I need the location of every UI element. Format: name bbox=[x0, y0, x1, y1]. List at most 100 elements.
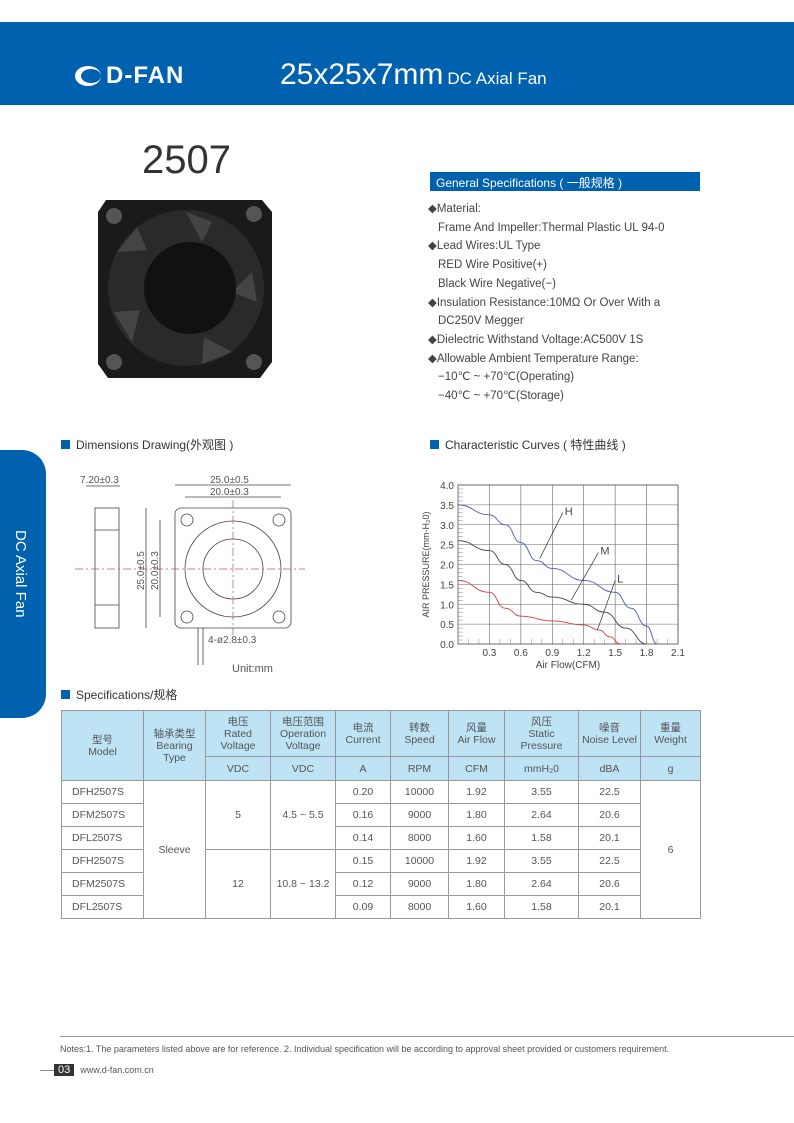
unit-cell: A bbox=[335, 756, 391, 781]
x-axis-label: Air Flow(CFM) bbox=[536, 660, 600, 671]
hole-diameter-label: 4-ø2.8±0.3 bbox=[208, 635, 257, 646]
column-header-text: Pressure bbox=[520, 739, 563, 752]
column-header-text: 电压范围 bbox=[282, 715, 324, 728]
model-cell: DFH2507S bbox=[61, 780, 144, 804]
column-header-text: Model bbox=[88, 745, 117, 758]
general-specifications-heading: General Specifications ( 一般规格 ) bbox=[430, 172, 700, 191]
column-header-text: 风压 bbox=[531, 715, 552, 728]
x-tick-label: 2.1 bbox=[671, 648, 685, 659]
spec-line: −10℃ ~ +70℃(Operating) bbox=[438, 371, 575, 384]
value-cell: 20.1 bbox=[578, 895, 641, 919]
spec-line: DC250V Megger bbox=[438, 315, 524, 328]
bullet-square-icon bbox=[430, 440, 439, 449]
value-cell: 1.80 bbox=[448, 803, 505, 827]
title-type: DC Axial Fan bbox=[447, 69, 547, 88]
column-header: 电流 Current bbox=[335, 710, 391, 757]
column-header: 风压 Static Pressure bbox=[504, 710, 579, 757]
specs-heading-text: Specifications/规格 bbox=[76, 688, 178, 702]
spec-line: RED Wire Positive(+) bbox=[438, 259, 547, 272]
dimensions-drawing: 7.20±0.3 25.0±0.5 20.0±0.3 25.0±0.5 20.0… bbox=[75, 475, 305, 675]
column-header-text: Static bbox=[528, 727, 555, 740]
value-cell: 1.92 bbox=[448, 780, 505, 804]
column-header-text: 型号 bbox=[92, 733, 113, 746]
y-tick-label: 3.0 bbox=[440, 521, 454, 532]
column-header-text: Speed bbox=[404, 733, 435, 746]
value-cell: 0.12 bbox=[335, 872, 391, 896]
side-tab: DC Axial Fan bbox=[0, 450, 46, 718]
unit-cell: RPM bbox=[390, 756, 449, 781]
x-tick-label: 0.9 bbox=[545, 648, 559, 659]
value-cell: 2.64 bbox=[504, 803, 579, 827]
value-cell: 0.15 bbox=[335, 849, 391, 873]
bearing-cell: Sleeve bbox=[143, 780, 206, 919]
annotation-arrow bbox=[570, 552, 599, 601]
column-header-text: 电压 bbox=[227, 715, 249, 728]
specifications-table: 型号 Model 轴承类型 Bearing Type 电压 Rated Voltage 电压范围… bbox=[61, 710, 701, 919]
curves-heading-text: Characteristic Curves ( 特性曲线 ) bbox=[445, 438, 626, 452]
model-cell: DFM2507S bbox=[61, 803, 144, 827]
model-number: 2507 bbox=[142, 138, 231, 182]
fan-photo bbox=[98, 200, 272, 378]
table-row: DFM2507S 0.16 9000 1.80 2.64 20.6 bbox=[61, 803, 701, 827]
value-cell: 22.5 bbox=[578, 849, 641, 873]
logo-swoosh-icon bbox=[75, 66, 101, 86]
series-label: L bbox=[617, 573, 623, 585]
hole-height-label: 20.0±0.3 bbox=[150, 551, 161, 590]
value-cell: 0.09 bbox=[335, 895, 391, 919]
spec-line: ◆Material: bbox=[428, 203, 481, 215]
value-cell: 8000 bbox=[390, 895, 449, 919]
value-cell: 22.5 bbox=[578, 780, 641, 804]
annotation-arrow bbox=[597, 580, 616, 631]
specs-heading: Specifications/规格 bbox=[61, 686, 177, 703]
value-cell: 20.6 bbox=[578, 803, 641, 827]
header-banner: D-FAN 25x25x7mm DC Axial Fan bbox=[0, 22, 794, 105]
column-header: 重量 Weight bbox=[640, 710, 701, 757]
value-cell: 1.58 bbox=[504, 895, 579, 919]
curve-H bbox=[457, 504, 658, 645]
rated-voltage-cell: 5 bbox=[205, 780, 271, 850]
model-cell: DFL2507S bbox=[61, 826, 144, 850]
curve-M bbox=[457, 540, 647, 645]
unit-cell: g bbox=[640, 756, 701, 781]
column-header-text: 电流 bbox=[352, 721, 374, 734]
spec-line: ◆Dielectric Withstand Voltage:AC500V 1S bbox=[428, 333, 644, 346]
value-cell: 3.55 bbox=[504, 849, 579, 873]
model-cell: DFL2507S bbox=[61, 895, 144, 919]
column-header-text: Weight bbox=[654, 733, 687, 746]
bullet-square-icon bbox=[61, 690, 70, 699]
spec-line: Black Wire Negative(−) bbox=[438, 277, 556, 290]
dimensions-heading: Dimensions Drawing(外观图 ) bbox=[61, 436, 233, 453]
page-number: 03 bbox=[54, 1064, 75, 1076]
unit-label: Unit:mm bbox=[232, 663, 273, 675]
column-header: 风量 Air Flow bbox=[448, 710, 505, 757]
spec-line: ◆Insulation Resistance:10MΩ Or Over With… bbox=[428, 296, 661, 309]
column-header-text: 转数 bbox=[409, 721, 430, 734]
value-cell: 9000 bbox=[390, 803, 449, 827]
column-header-text: Voltage bbox=[285, 739, 321, 752]
value-cell: 20.6 bbox=[578, 872, 641, 896]
spec-line: −40℃ ~ +70℃(Storage) bbox=[438, 390, 564, 403]
value-cell: 20.1 bbox=[578, 826, 641, 850]
y-tick-label: 2.5 bbox=[440, 541, 454, 552]
model-cell: DFH2507S bbox=[61, 849, 144, 873]
brand-name: D-FAN bbox=[106, 62, 185, 89]
unit-cell: VDC bbox=[205, 756, 271, 781]
rated-voltage-cell: 12 bbox=[205, 849, 271, 919]
table-row: DFM2507S 0.12 9000 1.80 2.64 20.6 bbox=[61, 872, 701, 896]
column-header: 轴承类型 Bearing Type bbox=[143, 710, 206, 781]
column-header: 电压范围 Operation Voltage bbox=[270, 710, 336, 757]
spec-line: Frame And Impeller:Thermal Plastic UL 94… bbox=[438, 221, 665, 234]
x-tick-label: 1.8 bbox=[640, 648, 654, 659]
unit-cell: mmH₂0 bbox=[504, 756, 579, 781]
table-row: DFL2507S 0.09 8000 1.60 1.58 20.1 bbox=[61, 895, 701, 919]
y-axis-label: AIR PRESSURE(mm-H₂0) bbox=[421, 511, 431, 617]
value-cell: 0.14 bbox=[335, 826, 391, 850]
y-tick-label: 3.5 bbox=[440, 501, 454, 512]
website-link[interactable]: www.d-fan.com.cn bbox=[80, 1065, 154, 1075]
column-header: 型号 Model bbox=[61, 710, 144, 781]
general-specifications-list: ◆Material: Frame And Impeller:Thermal Pla… bbox=[428, 200, 664, 406]
unit-cell: CFM bbox=[448, 756, 505, 781]
column-header-text: Type bbox=[163, 751, 186, 764]
value-cell: 8000 bbox=[390, 826, 449, 850]
outer-width-label: 25.0±0.5 bbox=[210, 475, 249, 486]
